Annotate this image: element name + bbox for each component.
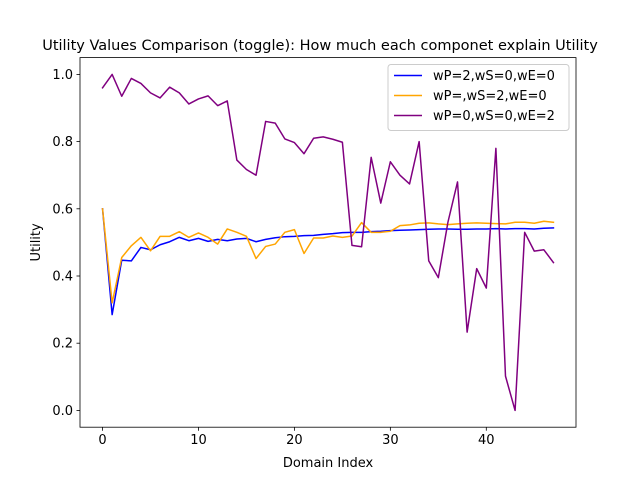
chart-title: Utility Values Comparison (toggle): How … [42,38,598,54]
x-tick-label: 30 [382,433,399,448]
y-tick-label: 0.4 [52,270,73,285]
legend-box [387,64,570,131]
y-tick-label: 0.0 [52,404,73,419]
x-axis-label: Domain Index [283,456,374,471]
x-tick-label: 40 [478,433,495,448]
series-line-1 [101,207,555,316]
series-layer [101,73,555,412]
x-tick-label: 0 [98,433,106,448]
series-line-3 [101,73,555,412]
y-tick-label: 0.6 [52,202,73,217]
plot-area [79,57,577,428]
x-tick-label: 20 [286,433,303,448]
series-line-2 [101,207,555,304]
legend-label: wP=0,wS=0,wE=2 [433,109,555,124]
y-tick-label: 0.8 [52,135,73,150]
x-tick-label: 10 [190,433,207,448]
legend-label: wP=2,wS=0,wE=0 [433,69,555,84]
y-tick-label: 0.2 [52,337,73,352]
legend: wP=2,wS=0,wE=0 wP=,wS=2,wE=0 wP=0,wS=0,wE=… [387,64,570,131]
legend-label: wP=,wS=2,wE=0 [433,89,547,104]
y-axis-label: Utility [29,223,44,262]
y-tick-label: 1.0 [52,68,73,83]
axis-ticks: 0 10 20 30 40 0.0 0.2 0.4 0.6 0.8 1.0 [52,68,494,448]
